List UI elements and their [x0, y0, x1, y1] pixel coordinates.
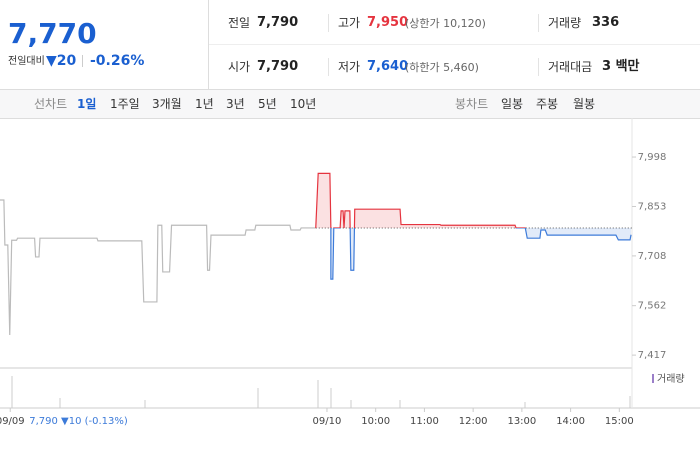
- y-tick-label: 7,708: [638, 251, 667, 262]
- stat-label: 고가: [338, 16, 361, 30]
- tab-group-label: 봉차트: [455, 97, 489, 111]
- stat-note: (하한가 5,460): [405, 61, 479, 74]
- volume-label: 거래량: [657, 373, 685, 385]
- price-line: [0, 199, 316, 336]
- tab[interactable]: 10년: [290, 97, 317, 111]
- change: ▼20: [46, 53, 77, 69]
- x-tick-label: 09/10: [313, 416, 342, 427]
- tab[interactable]: 일봉: [501, 97, 524, 111]
- legend-swatch: [652, 374, 654, 383]
- price-line-up: [315, 172, 526, 228]
- chart: 거래량 7,998 7,853 7,708 7,562 7,417 09/09 09/10 1…: [0, 118, 700, 427]
- tab[interactable]: 1년: [195, 97, 214, 111]
- stat-note: (상한가 10,120): [405, 17, 486, 30]
- volume-bars: [11, 376, 631, 408]
- stat-value: 336: [592, 15, 620, 30]
- price-box: [0, 0, 209, 90]
- x-tick-label: 09/09: [0, 416, 25, 427]
- x-tick-label: 11:00: [410, 416, 439, 427]
- price-line-down: [315, 227, 632, 280]
- tab-bar: [0, 90, 700, 119]
- change-rate: -0.26%: [90, 53, 145, 69]
- x-tick-label: 15:00: [605, 416, 634, 427]
- annotation: 7,790 ▼10 (-0.13%): [29, 416, 128, 427]
- stat-value: 7,950: [367, 15, 409, 30]
- stat-value: 7,790: [257, 15, 299, 30]
- tab[interactable]: 1일: [77, 97, 97, 111]
- stat-label: 저가: [338, 60, 361, 74]
- sep: [328, 58, 329, 76]
- y-tick-label: 7,417: [638, 350, 667, 361]
- x-tick-label: 14:00: [556, 416, 585, 427]
- tab[interactable]: 3년: [226, 97, 245, 111]
- sep: [538, 58, 539, 76]
- stat-value: 7,790: [257, 59, 299, 74]
- divider: [0, 89, 700, 90]
- stat-label: 거래량: [548, 16, 582, 30]
- row-divider: [209, 44, 700, 45]
- sep: [82, 55, 83, 67]
- x-tick-label: 12:00: [459, 416, 488, 427]
- price: 7,770: [8, 17, 97, 50]
- area-up: [315, 173, 517, 228]
- tab[interactable]: 주봉: [536, 97, 559, 111]
- y-tick-label: 7,853: [638, 201, 667, 212]
- tab-group-label: 선차트: [34, 97, 68, 111]
- x-tick-label: 10:00: [361, 416, 390, 427]
- y-tick-label: 7,562: [638, 301, 667, 312]
- stat-label: 거래대금: [548, 60, 593, 74]
- tab[interactable]: 5년: [258, 97, 277, 111]
- stat-value: 7,640: [367, 59, 409, 74]
- y-tick-label: 7,998: [638, 152, 667, 163]
- stat-label: 시가: [228, 60, 251, 74]
- tab[interactable]: 3개월: [152, 97, 182, 111]
- area-down: [315, 227, 632, 280]
- tab[interactable]: 월봉: [573, 97, 596, 111]
- sep: [328, 14, 329, 32]
- stat-label: 전일: [228, 16, 251, 30]
- change-label: 전일대비: [8, 56, 45, 67]
- stat-value: 3 백만: [602, 59, 640, 74]
- sep: [538, 14, 539, 32]
- tab[interactable]: 1주일: [110, 97, 140, 111]
- x-tick-label: 13:00: [507, 416, 536, 427]
